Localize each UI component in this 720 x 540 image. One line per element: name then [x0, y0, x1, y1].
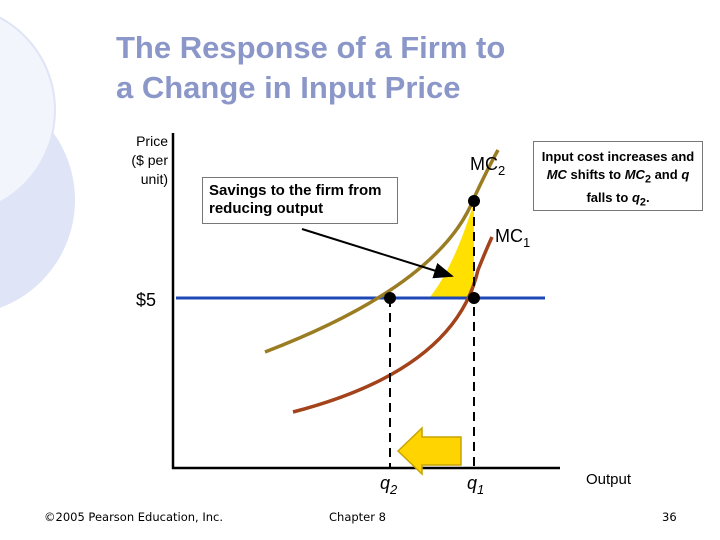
- price-5-label: $5: [136, 290, 156, 310]
- footer-chapter: Chapter 8: [329, 510, 386, 524]
- input-cost-text-8: falls to: [586, 189, 632, 205]
- y-axis-label: Price ($ per unit): [100, 132, 168, 189]
- decoration-circle-inner: [0, 16, 56, 204]
- y-axis-label-line-3: unit): [140, 171, 168, 187]
- input-cost-callout: Input cost increases and MC shifts to MC…: [533, 141, 703, 211]
- input-cost-text-3: shifts to: [566, 167, 625, 182]
- point-mc2-top: [468, 195, 480, 207]
- y-axis-label-line-1: Price: [136, 133, 168, 149]
- input-cost-text-2: MC: [546, 167, 567, 182]
- input-cost-text-4: MC: [624, 167, 645, 182]
- input-cost-text-11: .: [645, 189, 650, 205]
- savings-area: [430, 202, 474, 297]
- mc1-curve: [292, 236, 494, 414]
- slide-number: 36: [662, 510, 677, 524]
- q1-label: q1: [467, 473, 484, 497]
- footer-copyright: ©2005 Pearson Education, Inc.: [44, 510, 223, 524]
- mc2-curve: [264, 149, 500, 354]
- input-cost-text-6: and: [650, 167, 682, 182]
- savings-callout: Savings to the firm from reducing output: [202, 177, 398, 224]
- q2-label: q2: [380, 473, 398, 497]
- mc2-label: MC2: [470, 154, 505, 178]
- point-q2-price: [384, 292, 396, 304]
- y-axis-label-line-2: ($ per: [131, 152, 168, 168]
- input-cost-text-10: 2: [639, 196, 646, 209]
- savings-pointer-arrow: [301, 228, 454, 279]
- slide-title: The Response of a Firm to a Change in In…: [116, 28, 676, 108]
- slide-title-line-2: a Change in Input Price: [116, 70, 461, 105]
- slide-decoration: [0, 16, 75, 308]
- input-cost-text-9: q: [631, 189, 640, 205]
- mc1-label: MC1: [495, 226, 530, 250]
- slide-title-line-1: The Response of a Firm to: [116, 30, 506, 65]
- output-decrease-arrow: [396, 426, 462, 476]
- input-cost-text-7: q: [681, 167, 690, 182]
- x-axis-label: Output: [586, 471, 632, 488]
- input-cost-text-5: 2: [644, 173, 651, 186]
- point-q1-price: [468, 292, 480, 304]
- input-cost-text-1: Input cost increases and: [541, 149, 695, 164]
